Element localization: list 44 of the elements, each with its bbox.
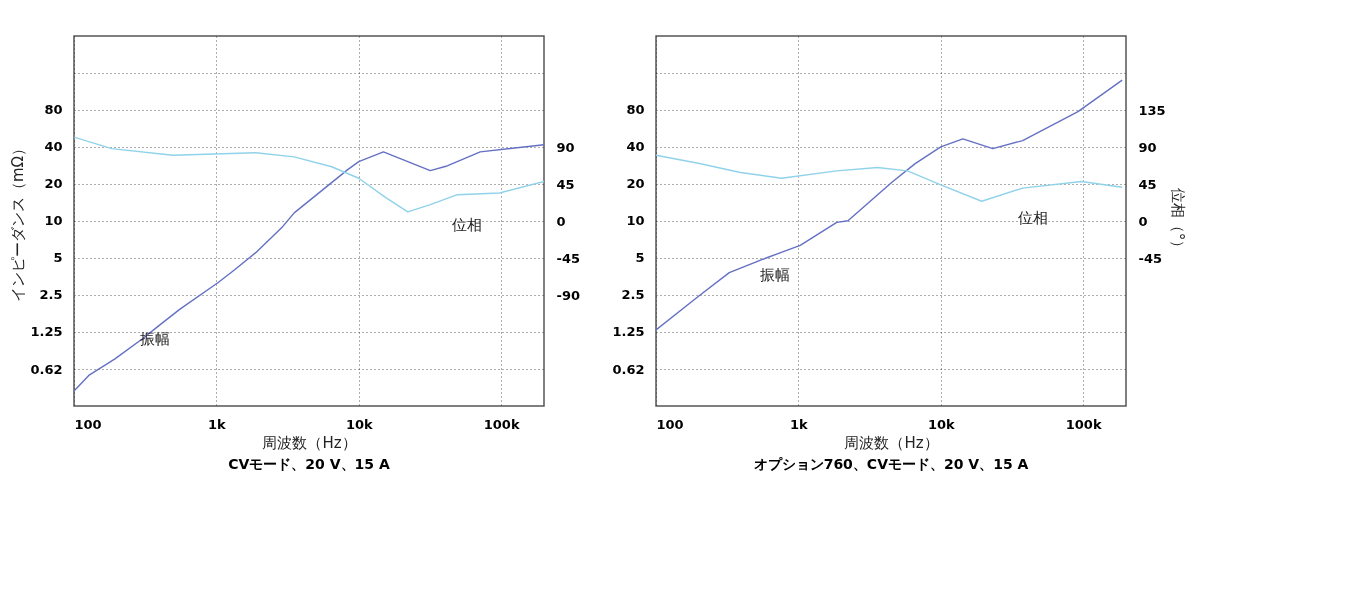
y2-tick-label: 90 xyxy=(556,139,575,155)
y2-tick-label: 90 xyxy=(1138,139,1157,155)
x-tick-label: 100 xyxy=(74,416,102,432)
x-tick-label: 10k xyxy=(345,416,373,432)
y2-tick-label: 0 xyxy=(1138,213,1148,229)
x-tick-label: 1k xyxy=(208,416,227,432)
x-tick-label: 1k xyxy=(790,416,809,432)
series-label: 振幅 xyxy=(139,330,170,349)
y2-tick-label: 0 xyxy=(556,213,566,229)
y2-tick-label: -90 xyxy=(556,287,580,303)
y-tick-label: 80 xyxy=(44,102,63,118)
y2-tick-label: 45 xyxy=(556,176,575,192)
y2-tick-label: -45 xyxy=(556,250,580,266)
series-label: 位相 xyxy=(1017,209,1048,228)
x-tick-label: 100 xyxy=(656,416,684,432)
y2-tick-label: -45 xyxy=(1138,250,1162,266)
series-label: 位相 xyxy=(452,215,483,234)
y-tick-label: 20 xyxy=(44,176,63,192)
y-tick-label: 40 xyxy=(44,139,63,155)
y-tick-label: 80 xyxy=(626,102,645,118)
y-tick-label: 0.62 xyxy=(30,361,63,377)
y-tick-label: 1.25 xyxy=(612,324,645,340)
y-tick-label: 40 xyxy=(626,139,645,155)
y-tick-label: 0.62 xyxy=(612,361,645,377)
y-tick-label: 2.5 xyxy=(39,287,63,303)
y-tick-label: 2.5 xyxy=(621,287,645,303)
y2-axis-title: 位相（°） xyxy=(1168,187,1187,256)
y-tick-label: 5 xyxy=(635,250,645,266)
x-tick-label: 100k xyxy=(1065,416,1102,432)
y-axis-title: インピーダンス（mΩ） xyxy=(9,140,28,303)
y-tick-label: 1.25 xyxy=(30,324,63,340)
text: オプション760、CVモード、20 V、15 A xyxy=(753,456,1029,472)
x-axis-title: 周波数（Hz） xyxy=(262,433,357,452)
y2-tick-label: 45 xyxy=(1138,176,1157,192)
y-tick-label: 10 xyxy=(626,213,645,229)
x-axis-title: 周波数（Hz） xyxy=(844,433,939,452)
y-tick-label: 10 xyxy=(44,213,63,229)
x-tick-label: 10k xyxy=(927,416,955,432)
series-label: 振幅 xyxy=(760,266,791,285)
y-tick-label: 5 xyxy=(53,250,63,266)
x-tick-label: 100k xyxy=(483,416,520,432)
y-tick-label: 20 xyxy=(626,176,645,192)
text: CVモード、20 V、15 A xyxy=(228,456,390,472)
y2-tick-label: 135 xyxy=(1138,102,1166,118)
